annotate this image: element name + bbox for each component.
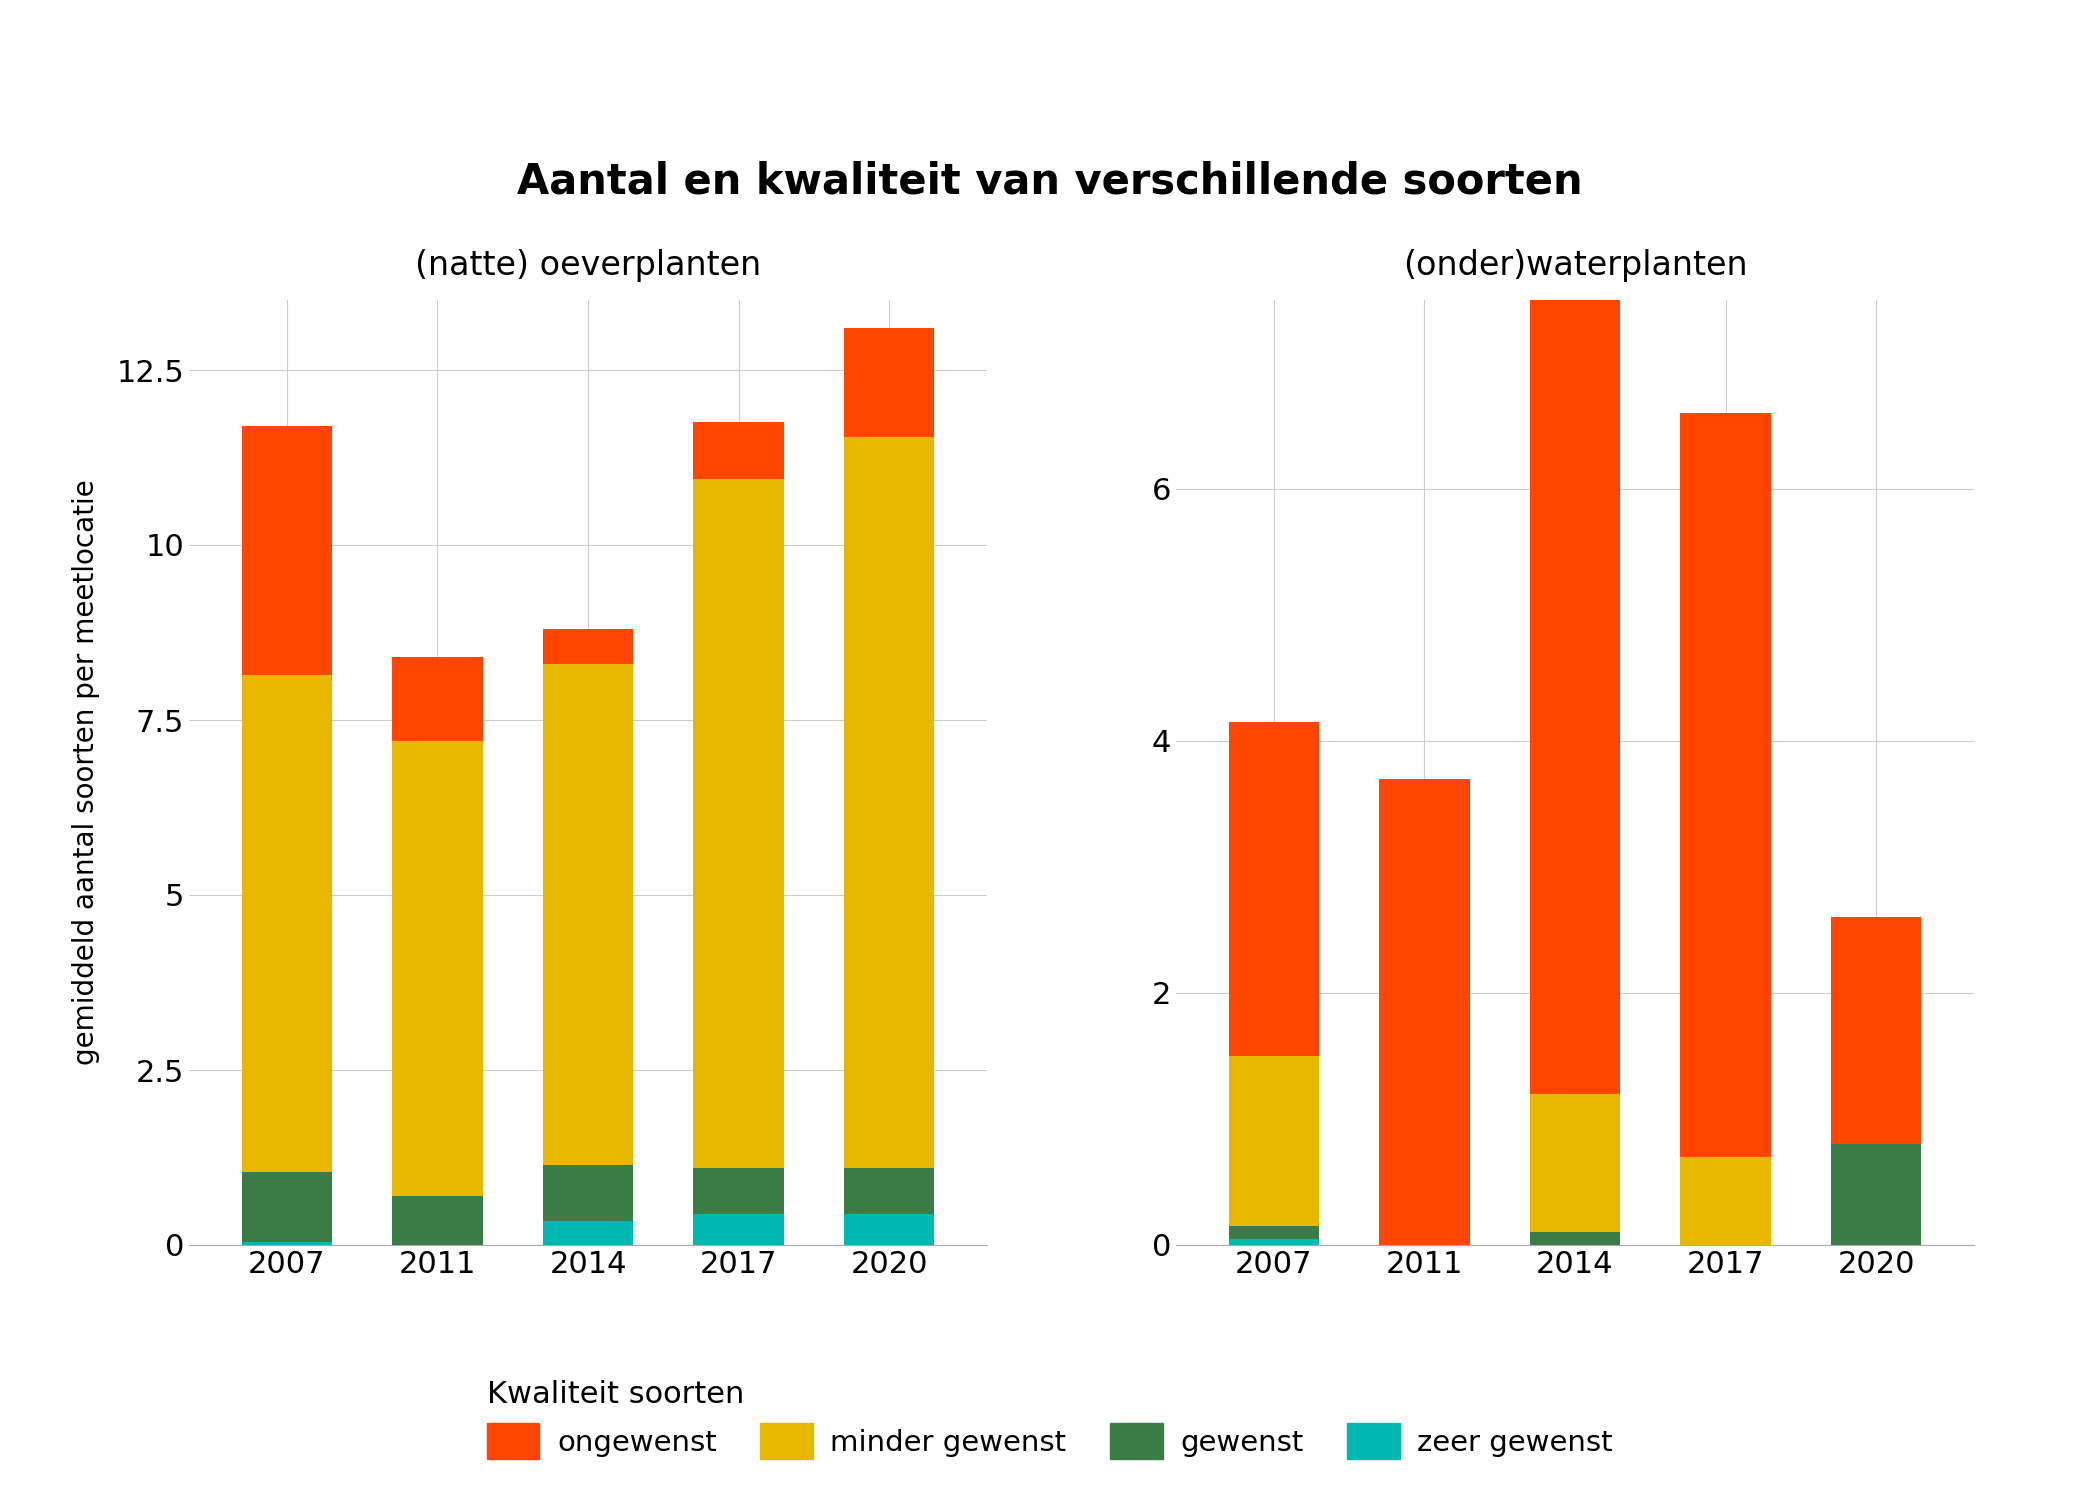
Bar	[693, 423, 783, 478]
Bar	[393, 1196, 483, 1245]
Bar	[844, 1214, 934, 1245]
Bar	[693, 1168, 783, 1214]
Bar	[542, 1221, 634, 1245]
Y-axis label: gemiddeld aantal soorten per meetlocatie: gemiddeld aantal soorten per meetlocatie	[71, 480, 99, 1065]
Bar	[1380, 778, 1470, 1245]
Bar	[693, 478, 783, 1168]
Bar	[542, 664, 634, 1164]
Text: Aantal en kwaliteit van verschillende soorten: Aantal en kwaliteit van verschillende so…	[517, 160, 1583, 202]
Bar	[844, 436, 934, 1168]
Bar	[844, 1168, 934, 1214]
Bar	[242, 675, 332, 1172]
Bar	[693, 1214, 783, 1245]
Bar	[542, 1164, 634, 1221]
Bar	[1228, 1056, 1319, 1226]
Bar	[1529, 0, 1621, 1094]
Title: (onder)waterplanten: (onder)waterplanten	[1403, 249, 1747, 282]
Bar	[242, 426, 332, 675]
Title: (natte) oeverplanten: (natte) oeverplanten	[416, 249, 760, 282]
Bar	[1831, 918, 1922, 1144]
Bar	[1529, 1233, 1621, 1245]
Bar	[242, 1242, 332, 1245]
Bar	[1680, 1156, 1770, 1245]
Bar	[242, 1172, 332, 1242]
Bar	[1831, 1144, 1922, 1245]
Legend: ongewenst, minder gewenst, gewenst, zeer gewenst: ongewenst, minder gewenst, gewenst, zeer…	[475, 1368, 1625, 1470]
Bar	[1529, 1094, 1621, 1233]
Bar	[1680, 414, 1770, 1156]
Bar	[1228, 1239, 1319, 1245]
Bar	[393, 657, 483, 741]
Bar	[1228, 1226, 1319, 1239]
Bar	[542, 628, 634, 664]
Bar	[1228, 722, 1319, 1056]
Bar	[844, 328, 934, 436]
Bar	[393, 741, 483, 1196]
